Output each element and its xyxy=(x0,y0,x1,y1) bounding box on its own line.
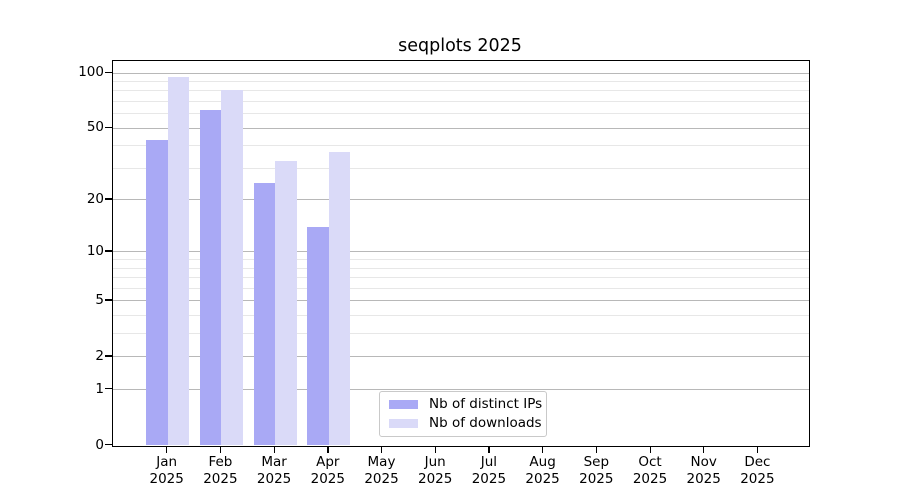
x-tick-label-oct: Oct 2025 xyxy=(632,453,668,488)
gridline-100 xyxy=(113,72,809,74)
gridline-80 xyxy=(113,90,809,92)
gridline-90 xyxy=(113,80,809,82)
x-tick-mark-jul xyxy=(488,445,490,453)
x-tick-mark-aug xyxy=(542,445,544,453)
gridline-1 xyxy=(113,389,809,391)
y-tick-label-2: 2 xyxy=(95,347,104,364)
x-tick-mark-nov xyxy=(703,445,705,453)
x-tick-label-sep: Sep 2025 xyxy=(579,453,614,488)
gridline-20 xyxy=(113,199,809,201)
x-tick-label-may: May 2025 xyxy=(364,453,399,488)
y-tick-mark-50 xyxy=(105,126,112,128)
bar-mar-downloads xyxy=(275,160,297,446)
y-tick-mark-0 xyxy=(105,444,112,446)
plot-area: Nb of distinct IPs Nb of downloads xyxy=(112,60,810,447)
x-tick-label-aug: Aug 2025 xyxy=(525,453,560,488)
bar-apr-downloads xyxy=(328,151,351,446)
x-tick-mark-oct xyxy=(649,445,651,453)
bar-jan-downloads xyxy=(167,77,190,446)
y-tick-label-50: 50 xyxy=(86,119,104,136)
x-tick-label-nov: Nov 2025 xyxy=(686,453,721,488)
x-tick-label-jan: Jan 2025 xyxy=(149,453,184,488)
bar-feb-distinct-ips xyxy=(199,109,222,446)
y-tick-mark-5 xyxy=(105,299,112,301)
gridline-6 xyxy=(113,287,809,289)
gridline-5 xyxy=(113,300,809,302)
y-tick-label-1: 1 xyxy=(95,380,104,397)
legend-swatch-distinct-ips xyxy=(389,399,418,410)
x-tick-mark-apr xyxy=(327,445,329,453)
y-tick-label-100: 100 xyxy=(78,64,104,80)
x-tick-label-feb: Feb 2025 xyxy=(203,453,238,488)
gridline-8 xyxy=(113,267,809,269)
bar-mar-distinct-ips xyxy=(253,182,276,446)
y-tick-label-0: 0 xyxy=(95,436,104,453)
legend-label-distinct-ips: Nb of distinct IPs xyxy=(429,396,543,412)
gridline-3 xyxy=(113,333,809,335)
legend: Nb of distinct IPs Nb of downloads xyxy=(379,391,547,437)
x-tick-mark-mar xyxy=(273,445,275,453)
y-tick-mark-10 xyxy=(105,250,112,252)
x-tick-mark-sep xyxy=(595,445,598,453)
bar-feb-downloads xyxy=(221,89,243,446)
y-tick-mark-1 xyxy=(105,388,112,390)
gridline-60 xyxy=(113,113,809,115)
x-tick-label-jul: Jul 2025 xyxy=(471,453,507,488)
y-tick-label-10: 10 xyxy=(86,242,104,259)
x-tick-mark-feb xyxy=(219,445,222,453)
x-tick-label-dec: Dec 2025 xyxy=(740,453,775,488)
bar-jan-distinct-ips xyxy=(146,140,168,446)
x-tick-mark-jun xyxy=(434,445,436,453)
x-tick-label-mar: Mar 2025 xyxy=(256,453,292,488)
legend-item-distinct-ips: Nb of distinct IPs xyxy=(389,397,542,412)
y-tick-mark-2 xyxy=(105,355,112,357)
gridline-30 xyxy=(113,167,809,169)
gridline-10 xyxy=(113,251,809,253)
bar-apr-distinct-ips xyxy=(307,226,329,446)
x-tick-label-apr: Apr 2025 xyxy=(310,453,345,488)
y-tick-label-5: 5 xyxy=(95,291,104,308)
x-tick-mark-jan xyxy=(166,445,168,453)
gridline-9 xyxy=(113,259,809,261)
x-tick-label-jun: Jun 2025 xyxy=(418,453,453,488)
gridline-2 xyxy=(113,356,809,358)
legend-swatch-downloads xyxy=(389,418,418,429)
y-tick-label-20: 20 xyxy=(86,190,104,207)
gridline-7 xyxy=(113,277,809,279)
y-tick-mark-100 xyxy=(105,71,112,73)
gridline-50 xyxy=(113,127,809,129)
y-tick-mark-20 xyxy=(105,198,112,200)
gridline-4 xyxy=(113,315,809,317)
gridline-40 xyxy=(113,145,809,147)
x-tick-mark-may xyxy=(381,445,383,453)
legend-item-downloads: Nb of downloads xyxy=(389,416,542,431)
gridline-70 xyxy=(113,100,809,102)
x-tick-mark-dec xyxy=(756,445,759,453)
chart-title: seqplots 2025 xyxy=(398,36,522,56)
legend-label-downloads: Nb of downloads xyxy=(429,415,542,431)
